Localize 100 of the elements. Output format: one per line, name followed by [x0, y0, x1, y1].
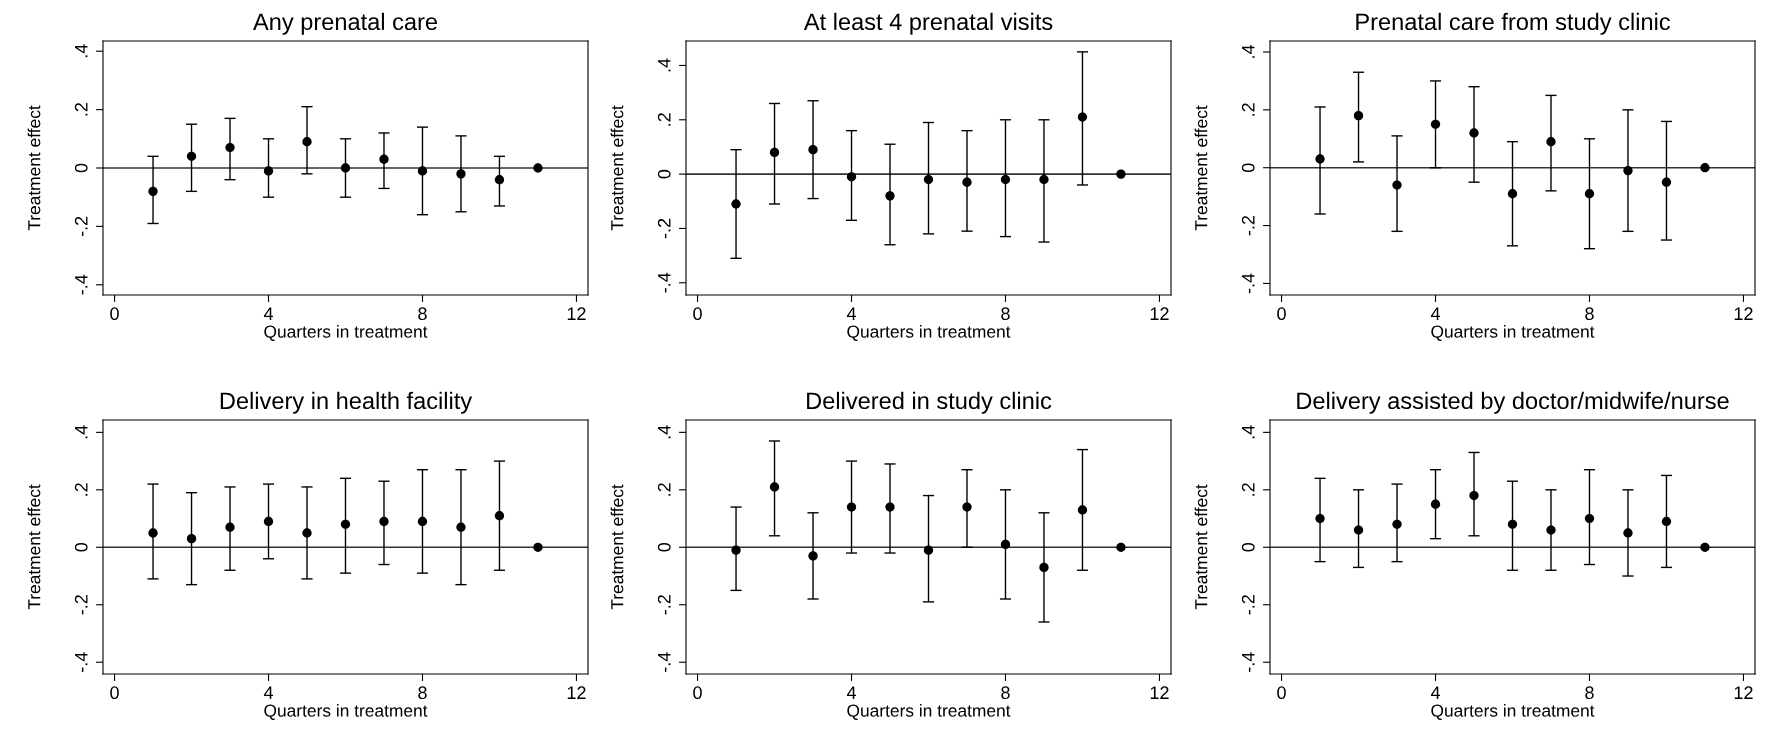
point — [1000, 174, 1011, 185]
y-tick-label: -.2 — [74, 216, 88, 237]
point — [1623, 528, 1633, 538]
y-tick-label: -.4 — [1242, 273, 1255, 294]
y-tick-label: .2 — [657, 113, 671, 126]
y-axis-title: Treatment effect — [27, 484, 41, 610]
y-tick-label: -.2 — [657, 595, 671, 615]
point — [923, 545, 934, 555]
chart-title: Prenatal care from study clinic — [1356, 12, 1671, 35]
point — [1315, 154, 1325, 164]
point — [1623, 165, 1633, 176]
x-axis-title: Quarters in treatment — [847, 325, 1011, 341]
x-tick-label: 12 — [567, 307, 586, 320]
chart-title: Delivery in health facility — [220, 391, 473, 414]
y-tick-label: -.4 — [658, 272, 671, 293]
x-tick-label: 0 — [693, 686, 702, 700]
x-axis-title: Quarters in treatment — [264, 325, 428, 341]
x-tick-label: 8 — [418, 686, 427, 700]
point — [1661, 516, 1672, 527]
y-tick-label: .2 — [74, 483, 88, 496]
point — [186, 151, 197, 161]
point — [1353, 525, 1364, 535]
y-axis-title: Treatment effect — [610, 105, 624, 231]
point — [379, 516, 389, 527]
y-tick-label: .4 — [75, 44, 88, 58]
point — [148, 528, 158, 538]
point — [1077, 112, 1088, 122]
point — [263, 516, 274, 527]
y-tick-label: .2 — [657, 483, 671, 496]
point — [1507, 189, 1518, 199]
point — [302, 528, 312, 538]
point — [1546, 525, 1556, 535]
x-tick-label: 12 — [1150, 307, 1169, 320]
y-tick-label: 0 — [1241, 163, 1255, 173]
x-axis-title: Quarters in treatment — [847, 704, 1011, 720]
point — [1353, 110, 1364, 121]
point — [808, 145, 818, 155]
point — [340, 163, 351, 173]
point — [1039, 174, 1049, 185]
x-tick-label: 4 — [846, 686, 857, 699]
y-tick-label: .4 — [1242, 44, 1255, 58]
point — [846, 502, 857, 512]
point — [1116, 542, 1126, 552]
x-axis-title: Quarters in treatment — [1431, 704, 1595, 720]
point — [1700, 542, 1710, 552]
point — [885, 191, 895, 201]
point — [923, 174, 934, 185]
point — [962, 502, 972, 512]
point — [1077, 505, 1088, 515]
x-tick-label: 12 — [1734, 686, 1753, 699]
point — [769, 482, 780, 492]
point — [1507, 519, 1518, 529]
y-axis-title: Treatment effect — [1194, 484, 1208, 610]
y-axis-title: Treatment effect — [1194, 105, 1208, 231]
point — [456, 522, 466, 532]
point — [769, 147, 780, 158]
x-tick-label: 12 — [1150, 686, 1169, 699]
point — [417, 516, 428, 527]
y-tick-label: -.2 — [1241, 595, 1255, 615]
y-tick-label: -.4 — [1242, 652, 1255, 672]
x-tick-label: 8 — [1585, 307, 1594, 321]
point — [1116, 169, 1126, 179]
point — [1546, 137, 1556, 147]
point — [340, 519, 351, 529]
y-tick-label: -.4 — [75, 652, 88, 672]
y-tick-label: .2 — [1241, 483, 1255, 496]
point — [1039, 562, 1049, 573]
x-tick-label: 4 — [263, 307, 274, 320]
point — [885, 502, 895, 512]
x-axis-title: Quarters in treatment — [264, 704, 428, 720]
point — [1469, 490, 1479, 501]
x-tick-label: 8 — [1001, 307, 1010, 321]
y-tick-label: .4 — [75, 425, 88, 439]
x-tick-label: 0 — [110, 686, 119, 700]
x-tick-label: 8 — [1585, 686, 1594, 700]
point — [1661, 177, 1672, 187]
y-tick-label: 0 — [74, 542, 88, 552]
chart-title: Any prenatal care — [253, 12, 437, 35]
x-tick-label: 0 — [693, 307, 702, 321]
x-tick-label: 12 — [567, 686, 586, 699]
y-tick-label: -.2 — [657, 218, 671, 239]
point — [263, 166, 274, 176]
point — [494, 175, 505, 185]
x-tick-label: 0 — [1277, 307, 1286, 321]
y-tick-label: -.2 — [1241, 215, 1255, 236]
point — [225, 522, 235, 532]
point — [846, 172, 857, 182]
x-tick-label: 8 — [1001, 686, 1010, 700]
point — [456, 169, 466, 179]
point — [186, 534, 197, 544]
point — [1000, 539, 1011, 550]
y-tick-label: .4 — [658, 58, 671, 72]
point — [962, 177, 972, 187]
point — [1430, 499, 1441, 509]
point — [494, 511, 505, 521]
x-tick-label: 0 — [1277, 686, 1286, 700]
point — [1315, 513, 1325, 524]
point — [533, 163, 543, 173]
x-tick-label: 0 — [110, 307, 119, 321]
y-tick-label: .4 — [658, 425, 671, 439]
